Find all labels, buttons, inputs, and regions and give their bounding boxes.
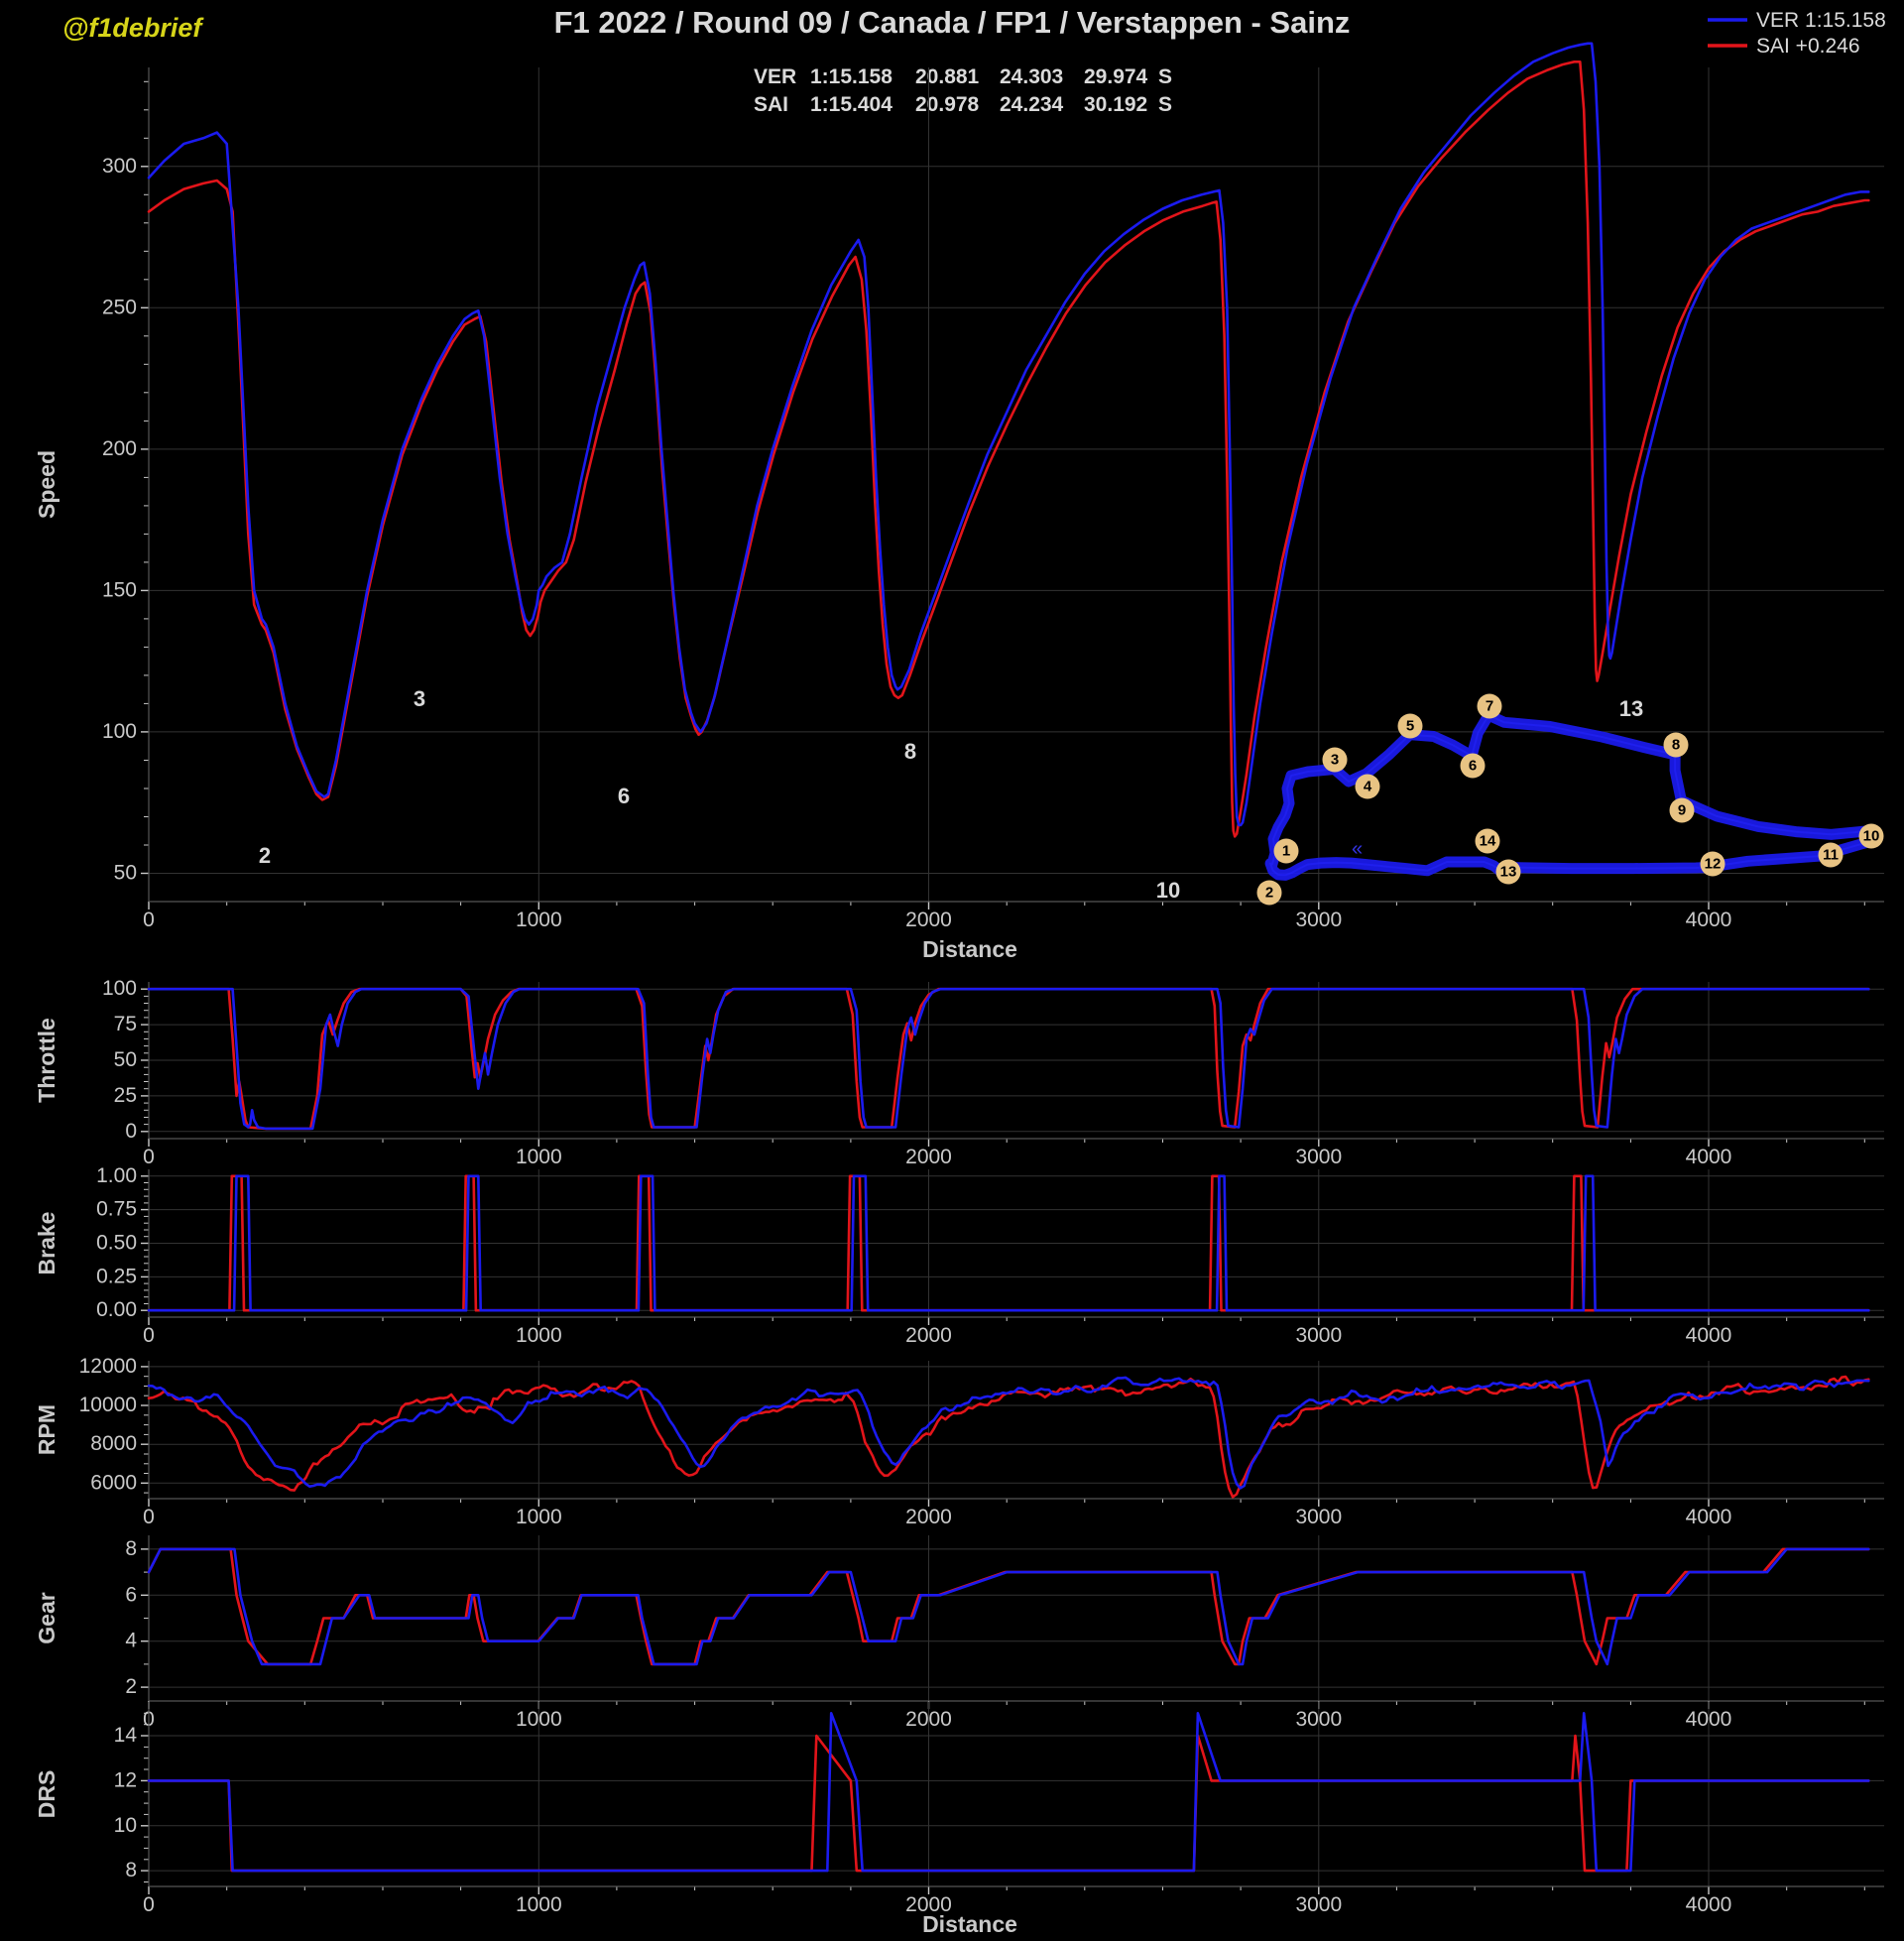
svg-text:0: 0 [143, 1506, 155, 1528]
svg-text:13: 13 [1500, 864, 1517, 881]
svg-text:0: 0 [143, 1146, 155, 1168]
svg-text:14: 14 [114, 1724, 138, 1747]
svg-text:2000: 2000 [905, 909, 952, 931]
svg-text:Distance: Distance [922, 1911, 1017, 1936]
svg-text:5: 5 [1406, 718, 1414, 735]
svg-text:3000: 3000 [1295, 1146, 1342, 1168]
svg-text:12000: 12000 [79, 1355, 137, 1378]
svg-text:6: 6 [618, 784, 630, 808]
svg-text:1000: 1000 [516, 1324, 562, 1347]
svg-text:SAI +0.246: SAI +0.246 [1756, 35, 1860, 58]
svg-text:S: S [1158, 93, 1172, 116]
svg-text:0.00: 0.00 [96, 1298, 137, 1321]
svg-text:4000: 4000 [1686, 1893, 1732, 1916]
svg-text:250: 250 [102, 296, 137, 318]
svg-text:DRS: DRS [34, 1770, 60, 1819]
svg-text:4: 4 [1364, 779, 1372, 795]
svg-text:RPM: RPM [34, 1404, 60, 1455]
svg-text:20.881: 20.881 [915, 65, 980, 88]
svg-text:50: 50 [114, 862, 137, 885]
svg-text:3000: 3000 [1295, 1324, 1342, 1347]
svg-text:3: 3 [414, 686, 425, 711]
svg-text:8: 8 [1672, 737, 1680, 754]
svg-text:200: 200 [102, 437, 137, 460]
svg-text:100: 100 [102, 720, 137, 743]
svg-text:10000: 10000 [79, 1394, 137, 1416]
svg-text:9: 9 [1678, 802, 1686, 819]
svg-text:3: 3 [1331, 752, 1339, 769]
svg-text:14: 14 [1480, 833, 1496, 850]
svg-text:4000: 4000 [1686, 1324, 1732, 1347]
svg-text:1000: 1000 [516, 1893, 562, 1916]
svg-text:VER: VER [754, 65, 796, 88]
svg-text:2000: 2000 [905, 1324, 952, 1347]
svg-text:25: 25 [114, 1084, 137, 1107]
svg-text:13: 13 [1619, 696, 1643, 721]
svg-text:24.303: 24.303 [1000, 65, 1063, 88]
svg-text:2000: 2000 [905, 1506, 952, 1528]
svg-text:1000: 1000 [516, 1146, 562, 1168]
svg-text:0.25: 0.25 [96, 1265, 137, 1287]
svg-text:1:15.158: 1:15.158 [810, 65, 892, 88]
svg-text:3000: 3000 [1295, 909, 1342, 931]
svg-text:3000: 3000 [1295, 1506, 1342, 1528]
svg-text:0.50: 0.50 [96, 1232, 137, 1255]
svg-text:30.192: 30.192 [1084, 93, 1147, 116]
svg-text:Distance: Distance [922, 936, 1017, 962]
svg-text:1000: 1000 [516, 1506, 562, 1528]
svg-text:10: 10 [1156, 878, 1180, 903]
svg-text:0.75: 0.75 [96, 1198, 137, 1221]
svg-text:@f1debrief: @f1debrief [62, 13, 204, 43]
svg-text:Throttle: Throttle [34, 1018, 60, 1103]
svg-text:2: 2 [259, 843, 271, 868]
svg-text:F1 2022 / Round 09 / Canada /: F1 2022 / Round 09 / Canada / FP1 / Vers… [554, 5, 1351, 40]
svg-text:2: 2 [125, 1675, 137, 1698]
svg-text:1.00: 1.00 [96, 1164, 137, 1187]
svg-text:4000: 4000 [1686, 1506, 1732, 1528]
svg-text:2000: 2000 [905, 1146, 952, 1168]
svg-text:4: 4 [125, 1630, 137, 1652]
svg-text:8000: 8000 [90, 1432, 137, 1455]
svg-text:4000: 4000 [1686, 909, 1732, 931]
svg-text:1000: 1000 [516, 909, 562, 931]
svg-text:SAI: SAI [754, 93, 788, 116]
svg-text:1: 1 [1282, 843, 1290, 860]
svg-text:8: 8 [904, 739, 916, 764]
svg-text:6: 6 [125, 1583, 137, 1606]
svg-text:«: « [1352, 838, 1363, 860]
svg-text:8: 8 [125, 1859, 137, 1881]
svg-text:1:15.404: 1:15.404 [810, 93, 892, 116]
svg-text:Brake: Brake [34, 1212, 60, 1275]
svg-text:Speed: Speed [34, 450, 60, 519]
svg-text:12: 12 [114, 1768, 137, 1791]
svg-text:10: 10 [114, 1814, 137, 1837]
svg-text:0: 0 [125, 1120, 137, 1143]
svg-text:300: 300 [102, 155, 137, 178]
svg-text:75: 75 [114, 1013, 137, 1035]
svg-text:100: 100 [102, 977, 137, 1000]
svg-text:11: 11 [1823, 847, 1839, 864]
svg-text:6: 6 [1469, 758, 1477, 775]
svg-text:7: 7 [1486, 698, 1493, 715]
svg-text:VER 1:15.158: VER 1:15.158 [1756, 9, 1886, 32]
svg-text:0: 0 [143, 1324, 155, 1347]
svg-text:20.978: 20.978 [915, 93, 980, 116]
svg-text:10: 10 [1863, 828, 1880, 845]
svg-text:6000: 6000 [90, 1471, 137, 1494]
svg-text:24.234: 24.234 [1000, 93, 1064, 116]
svg-text:12: 12 [1705, 856, 1722, 873]
svg-text:150: 150 [102, 578, 137, 601]
svg-text:50: 50 [114, 1048, 137, 1071]
svg-text:4000: 4000 [1686, 1146, 1732, 1168]
svg-text:0: 0 [143, 909, 155, 931]
svg-text:0: 0 [143, 1893, 155, 1916]
svg-text:3000: 3000 [1295, 1893, 1342, 1916]
svg-text:8: 8 [125, 1537, 137, 1560]
svg-text:S: S [1158, 65, 1172, 88]
svg-text:29.974: 29.974 [1084, 65, 1148, 88]
svg-text:2: 2 [1265, 885, 1273, 902]
svg-text:Gear: Gear [34, 1592, 60, 1643]
